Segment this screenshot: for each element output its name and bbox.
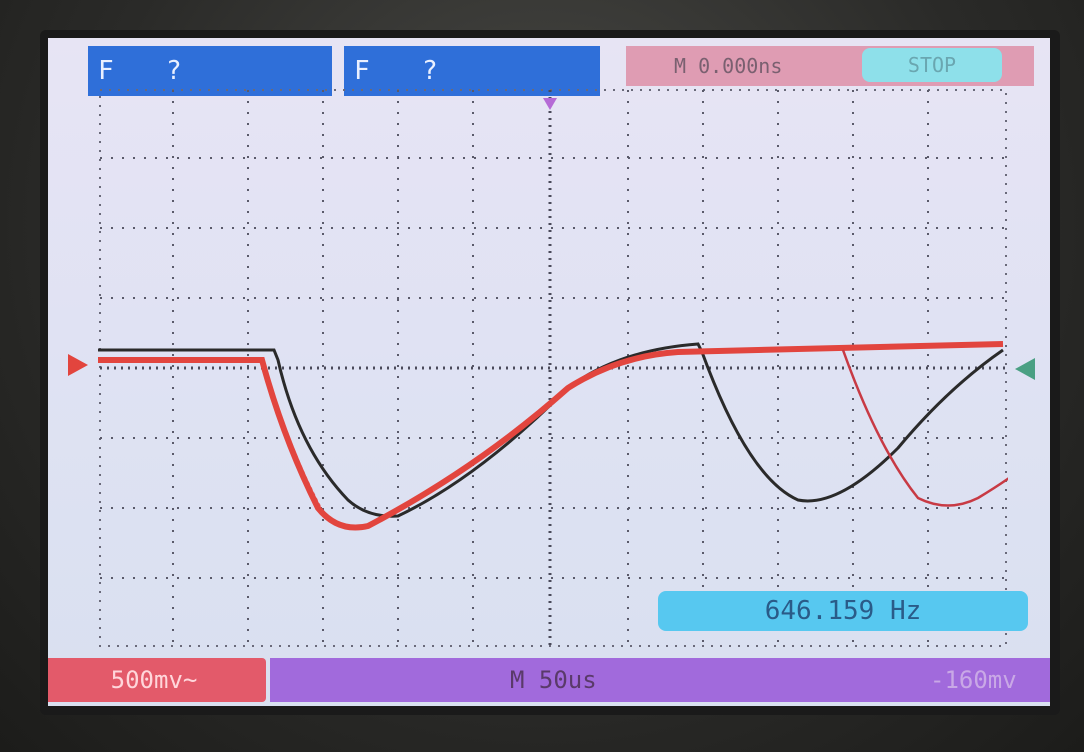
- ch1-level-icon[interactable]: [68, 354, 92, 376]
- timebase-value[interactable]: M 50us: [510, 666, 597, 694]
- top-status-bar: F ? F ? M 0.000ns STOP: [88, 46, 1038, 96]
- ch1-second-cycle: [841, 349, 1008, 507]
- channel-scale: 500mv~: [110, 666, 198, 694]
- ch2-frequency-box: F ?: [344, 46, 600, 96]
- time-position: M 0.000ns: [674, 54, 783, 78]
- ch2-value: ?: [422, 56, 438, 86]
- frequency-value: 646.159 Hz: [764, 596, 922, 626]
- horizontal-gridlines: [100, 157, 1006, 579]
- ch2-label: F: [354, 56, 370, 86]
- graticule: [98, 89, 1008, 647]
- center-axes: [100, 90, 1006, 646]
- ch1-frequency-box: F ?: [88, 46, 332, 96]
- ch1-value: ?: [166, 56, 182, 86]
- bottom-status-bar: 500mv~ M 50us -160mv: [48, 653, 1050, 703]
- ch1-persistence: [262, 363, 325, 514]
- frequency-readout: 646.159 Hz: [658, 591, 1028, 631]
- trigger-position-icon[interactable]: [543, 98, 557, 110]
- ch2-trace: [98, 342, 1004, 518]
- timebase-bar: M 50us -160mv: [270, 658, 1050, 702]
- ch1-trace: [98, 341, 1004, 531]
- offset-value[interactable]: -160mv: [930, 666, 1017, 694]
- ch2-level-icon[interactable]: [1013, 358, 1037, 380]
- oscilloscope-display: F ? F ? M 0.000ns STOP: [48, 38, 1050, 706]
- run-stop-status[interactable]: STOP: [862, 48, 1002, 82]
- channel-scale-box[interactable]: 500mv~: [48, 658, 266, 702]
- ch1-label: F: [98, 56, 114, 86]
- vertical-gridlines: [172, 90, 929, 646]
- time-position-box: M 0.000ns STOP: [626, 46, 1034, 86]
